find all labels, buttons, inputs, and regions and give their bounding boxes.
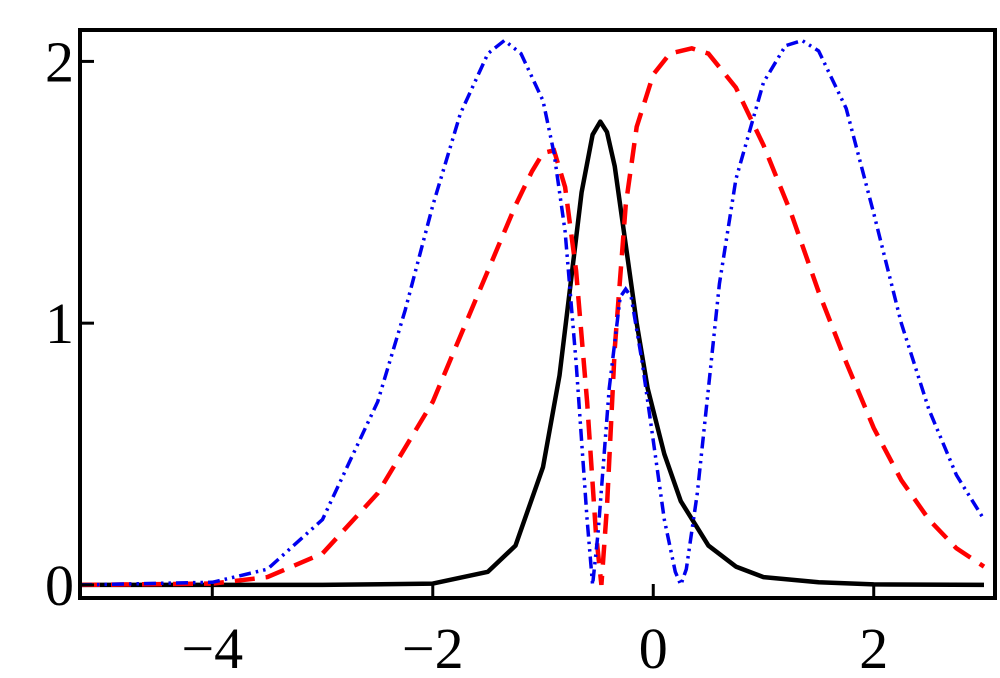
series-dotdash-line	[79, 38, 986, 590]
x-tick-label: −4	[181, 616, 243, 678]
y-tick-label: 2	[45, 29, 74, 94]
series-layer	[79, 38, 986, 590]
y-tick-label: 1	[45, 291, 74, 356]
x-tick-label: 0	[639, 616, 668, 678]
plot-frame	[78, 28, 997, 600]
x-tick-label: 2	[859, 616, 888, 678]
x-tick-label: −2	[402, 616, 464, 678]
y-tick-label: 0	[45, 553, 74, 618]
tick-layer: −4 −2 0 2 0 1 2	[45, 29, 888, 678]
series-solid-line	[80, 119, 985, 588]
series-dashed-line	[79, 45, 986, 588]
